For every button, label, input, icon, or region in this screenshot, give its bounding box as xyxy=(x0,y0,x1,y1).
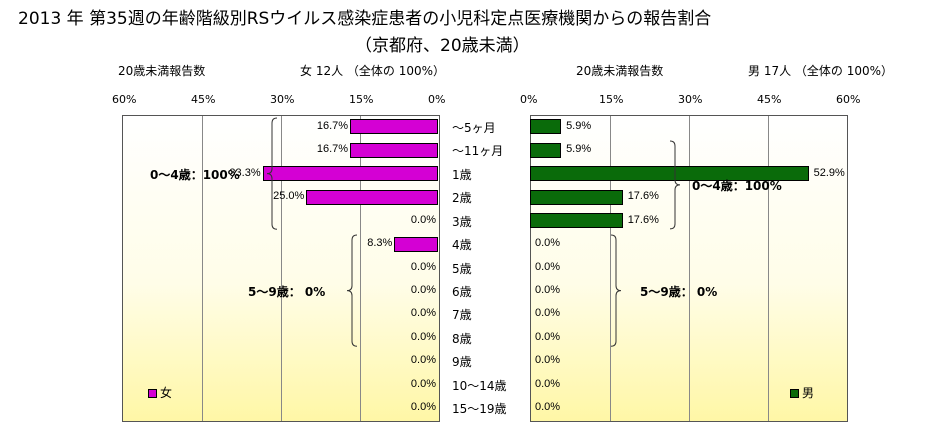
category-label: 9歳 xyxy=(452,355,472,370)
female-data-label: 0.0% xyxy=(410,260,436,273)
male-data-label: 0.0% xyxy=(535,330,561,343)
male-tick-label: 60% xyxy=(836,93,861,106)
category-label: 4歳 xyxy=(452,238,472,253)
male-data-label: 5.9% xyxy=(566,143,592,156)
male-tick-label: 0% xyxy=(520,93,538,106)
female-group-label: 5～9歳： 0% xyxy=(248,284,326,299)
male-data-label: 17.6% xyxy=(627,213,659,226)
category-label: 5歳 xyxy=(452,261,472,276)
male-tick-label: 30% xyxy=(678,93,703,106)
male-data-label: 52.9% xyxy=(813,166,845,179)
category-label: 2歳 xyxy=(452,191,472,206)
category-label: 6歳 xyxy=(452,284,472,299)
female-bar xyxy=(262,166,438,182)
male-tick-label: 45% xyxy=(757,93,782,106)
male-gridline xyxy=(610,116,611,421)
category-label: 1歳 xyxy=(452,167,472,182)
male-bar xyxy=(530,166,809,182)
male-bar xyxy=(530,213,623,229)
female-data-label: 25.0% xyxy=(273,190,305,203)
category-label: 8歳 xyxy=(452,331,472,346)
male-data-label: 0.0% xyxy=(535,377,561,390)
female-plot-area xyxy=(122,115,440,422)
female-legend-swatch xyxy=(148,389,157,398)
female-bar xyxy=(394,236,438,252)
chart-title: 2013 年 第35週の年齢階級別RSウイルス感染症患者の小児科定点医療機関から… xyxy=(18,9,712,29)
category-label: ～5ヶ月 xyxy=(452,120,496,135)
male-bar xyxy=(530,119,562,135)
female-tick-label: 30% xyxy=(270,93,295,106)
female-total-label: 女 12人 （全体の 100%） xyxy=(300,64,446,78)
female-legend: 女 xyxy=(148,384,172,401)
female-tick-label: 15% xyxy=(349,93,374,106)
female-data-label: 0.0% xyxy=(410,283,436,296)
female-data-label: 8.3% xyxy=(367,237,393,250)
female-legend-label: 女 xyxy=(160,386,173,400)
male-gridline xyxy=(768,116,769,421)
male-data-label: 0.0% xyxy=(535,260,561,273)
male-data-label: 0.0% xyxy=(535,283,561,296)
male-legend-swatch xyxy=(790,389,799,398)
male-group-brace xyxy=(669,140,681,230)
chart-subtitle: （京都府、20歳未満） xyxy=(355,36,530,56)
male-bar xyxy=(530,189,623,205)
female-tick-label: 0% xyxy=(428,93,446,106)
female-data-label: 0.0% xyxy=(410,307,436,320)
female-tick-label: 60% xyxy=(112,93,137,106)
male-plot-area xyxy=(530,115,848,422)
female-group-brace xyxy=(346,234,358,348)
category-label: 7歳 xyxy=(452,308,472,323)
female-data-label: 0.0% xyxy=(410,377,436,390)
male-total-label: 男 17人 （全体の 100%） xyxy=(748,64,894,78)
category-label: 3歳 xyxy=(452,214,472,229)
female-count-label: 20歳未満報告数 xyxy=(118,64,206,78)
female-group-label: 0～4歳：100% xyxy=(150,167,240,182)
male-data-label: 0.0% xyxy=(535,401,561,414)
male-data-label: 17.6% xyxy=(627,190,659,203)
female-data-label: 16.7% xyxy=(316,143,349,156)
female-tick-label: 45% xyxy=(191,93,216,106)
female-bar xyxy=(306,189,438,205)
male-data-label: 0.0% xyxy=(535,237,561,250)
male-data-label: 0.0% xyxy=(535,307,561,320)
male-tick-label: 15% xyxy=(599,93,624,106)
male-group-label: 0～4歳：100% xyxy=(692,179,782,194)
male-legend: 男 xyxy=(790,384,814,401)
male-count-label: 20歳未満報告数 xyxy=(576,64,664,78)
female-gridline xyxy=(360,116,361,421)
female-group-brace xyxy=(266,117,278,230)
category-label: ～11ヶ月 xyxy=(452,144,504,159)
female-data-label: 16.7% xyxy=(316,119,349,132)
male-data-label: 5.9% xyxy=(566,119,592,132)
category-label: 10～14歳 xyxy=(452,378,507,393)
female-data-label: 0.0% xyxy=(410,354,436,367)
female-data-label: 33.3% xyxy=(229,166,261,179)
female-bar xyxy=(350,142,438,158)
female-data-label: 0.0% xyxy=(410,213,436,226)
male-data-label: 0.0% xyxy=(535,354,561,367)
male-gridline xyxy=(689,116,690,421)
female-gridline xyxy=(202,116,203,421)
female-gridline xyxy=(281,116,282,421)
female-bar xyxy=(350,119,438,135)
male-bar xyxy=(530,142,562,158)
female-data-label: 0.0% xyxy=(410,330,436,343)
male-legend-label: 男 xyxy=(802,386,815,400)
category-label: 15～19歳 xyxy=(452,402,507,417)
female-data-label: 0.0% xyxy=(410,401,436,414)
male-group-brace xyxy=(610,234,622,348)
male-group-label: 5～9歳： 0% xyxy=(640,284,718,299)
